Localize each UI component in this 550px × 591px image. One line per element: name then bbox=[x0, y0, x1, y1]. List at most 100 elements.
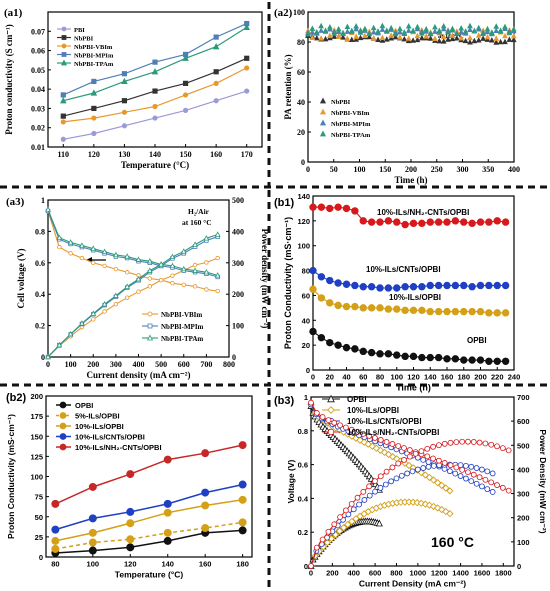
data-point bbox=[213, 34, 219, 40]
data-point bbox=[401, 306, 409, 315]
series-line-2 bbox=[63, 67, 247, 123]
series-line-3 bbox=[55, 483, 243, 531]
voltage-point bbox=[435, 457, 442, 464]
retention-point bbox=[331, 33, 338, 39]
retention-point bbox=[502, 38, 508, 45]
voltage-point bbox=[489, 489, 496, 495]
voltage-point bbox=[499, 484, 506, 491]
data-point bbox=[426, 218, 434, 226]
retention-point bbox=[318, 22, 324, 29]
data-point bbox=[51, 544, 60, 553]
x-tick-label-b1: 100 bbox=[390, 373, 403, 382]
retention-point bbox=[375, 36, 381, 42]
data-point bbox=[88, 482, 97, 491]
data-point bbox=[418, 353, 426, 362]
data-point bbox=[152, 88, 158, 94]
y-tick-label-b1: 120 bbox=[297, 217, 310, 226]
power-point bbox=[482, 440, 489, 447]
data-point bbox=[201, 501, 210, 510]
power-point bbox=[468, 463, 475, 470]
retention-point bbox=[480, 35, 486, 41]
retention-point bbox=[348, 27, 355, 34]
legend-label: 10%-ILs/NH₂-CNTs/OPBI bbox=[347, 428, 439, 437]
power-point bbox=[389, 464, 396, 471]
power-point bbox=[113, 292, 119, 298]
panel-label-a2: (a2) bbox=[274, 7, 293, 19]
y-axis-label-a3: Cell voltage (V) bbox=[16, 249, 26, 309]
power-point bbox=[465, 438, 471, 445]
retention-point bbox=[449, 32, 456, 38]
voltage-point bbox=[468, 478, 475, 485]
x-tick-label-b1: 20 bbox=[326, 373, 334, 382]
x-tick-label-a1: 150 bbox=[180, 150, 192, 159]
data-point bbox=[317, 203, 326, 211]
power-point bbox=[102, 309, 107, 314]
data-point bbox=[342, 343, 351, 352]
voltage-point bbox=[56, 234, 63, 240]
power-point bbox=[335, 527, 344, 535]
power-point bbox=[499, 445, 506, 452]
voltage-point bbox=[442, 484, 450, 492]
retention-point bbox=[484, 33, 491, 40]
retention-point bbox=[440, 22, 447, 29]
x-tick-label-a2: 150 bbox=[379, 165, 391, 174]
data-point bbox=[51, 525, 60, 534]
x-tick-label-a2: 400 bbox=[508, 165, 520, 174]
x-axis-label-a2: Time (h) bbox=[394, 175, 427, 185]
power-point bbox=[192, 241, 198, 247]
data-point bbox=[326, 338, 334, 347]
retention-point bbox=[309, 34, 316, 40]
voltage-point bbox=[169, 262, 176, 269]
retention-point bbox=[488, 37, 495, 43]
data-point bbox=[60, 136, 66, 142]
retention-point bbox=[467, 22, 473, 29]
voltage-point bbox=[180, 265, 187, 272]
retention-point bbox=[453, 34, 460, 41]
voltage-point bbox=[325, 417, 332, 424]
data-point bbox=[326, 276, 334, 285]
power-point bbox=[352, 515, 360, 523]
y2-tick-label-b3: 500 bbox=[517, 441, 530, 450]
retention-point bbox=[366, 33, 373, 40]
retention-point bbox=[392, 33, 399, 40]
voltage-point bbox=[146, 257, 153, 264]
retention-point bbox=[418, 34, 425, 41]
retention-point bbox=[331, 30, 338, 36]
x-tick-label-b1: 200 bbox=[474, 373, 487, 382]
legend-marker bbox=[147, 323, 153, 329]
data-point bbox=[443, 307, 451, 316]
data-point bbox=[409, 352, 418, 361]
y-tick-label-b2: 50 bbox=[35, 513, 43, 522]
data-point bbox=[418, 283, 426, 291]
retention-point bbox=[475, 37, 482, 43]
data-point bbox=[244, 55, 250, 61]
y2-tick-label-a3: 0 bbox=[232, 353, 236, 362]
data-point bbox=[384, 217, 393, 225]
retention-point bbox=[344, 35, 351, 42]
retention-point bbox=[362, 32, 368, 38]
power-point bbox=[393, 475, 400, 482]
data-point bbox=[409, 219, 418, 228]
voltage-point bbox=[380, 448, 389, 457]
legend-marker bbox=[319, 97, 327, 104]
retention-point bbox=[383, 28, 390, 34]
power-point bbox=[388, 478, 395, 485]
retention-point bbox=[405, 27, 412, 33]
legend-marker bbox=[59, 412, 67, 419]
voltage-point bbox=[463, 475, 469, 482]
retention-point bbox=[401, 29, 408, 35]
legend-label: OPBI bbox=[75, 401, 93, 410]
series-label: 10%-ILs/OPBI bbox=[389, 293, 441, 302]
legend-label: 10%-ILs/CNTs/OPBI bbox=[347, 417, 422, 426]
chart-a2: 0 50 100 150 200 250 300 350 400 0 20 40 60 80 100 Time… bbox=[274, 7, 520, 185]
y2-axis-label-b3: Power Density (mW cm⁻²) bbox=[538, 429, 548, 533]
y-tick-label-a3: 0.4 bbox=[35, 290, 45, 299]
retention-point bbox=[318, 35, 324, 41]
data-point bbox=[121, 71, 128, 77]
data-point bbox=[163, 499, 172, 508]
data-point bbox=[121, 123, 128, 129]
data-point bbox=[244, 65, 250, 71]
retention-point bbox=[480, 30, 486, 37]
power-point bbox=[192, 262, 198, 268]
